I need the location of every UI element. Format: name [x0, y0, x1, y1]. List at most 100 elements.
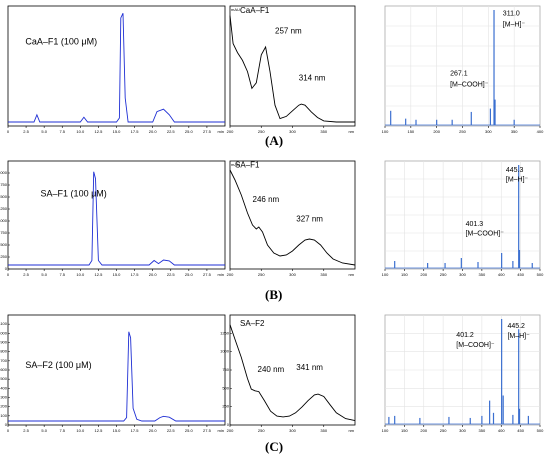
- C-hplc-x-tick-label: 12.5: [95, 428, 104, 433]
- B-uv-y-unit: mAU: [231, 162, 240, 167]
- A-hplc-x-tick-label: 7.5: [59, 129, 65, 134]
- C-ms-annotation: 401.2: [456, 332, 474, 339]
- B-uv-x-tick-label: 250: [258, 272, 265, 277]
- C-ms-x-tick-label: 450: [517, 428, 524, 433]
- C-hplc-x-tick-label: 5.0: [41, 428, 47, 433]
- C-uv-x-tick-label: 350: [320, 428, 327, 433]
- B-hplc-x-tick-label: 17.5: [131, 272, 140, 277]
- C-ms-x-tick-label: 100: [382, 428, 389, 433]
- C-ms-x-tick-label: 350: [479, 428, 486, 433]
- C-hplc-y-tick-label: 500: [0, 376, 7, 381]
- B-ms-x-tick-label: 200: [420, 272, 427, 277]
- B-ms-annotation: [M–H]⁻: [506, 177, 529, 184]
- B-hplc-x-tick-label: 20.0: [149, 272, 158, 277]
- C-ms-annotation: [M–H]⁻: [507, 333, 530, 340]
- B-ms-annotation: 445.3: [506, 167, 524, 174]
- C-hplc-y-tick-label: 0: [5, 422, 8, 427]
- C-hplc-series-line: [8, 331, 225, 422]
- C-hplc-x-tick-label: 7.5: [59, 428, 65, 433]
- A-uv-y-unit: mAU: [231, 7, 240, 12]
- A-uv-frame: [229, 5, 356, 127]
- C-hplc-x-unit: min: [218, 428, 224, 433]
- B-ms-x-tick-label: 500: [537, 272, 544, 277]
- A-ms-x-tick-label: 400: [537, 129, 544, 134]
- A-hplc-series-line: [8, 13, 225, 123]
- A-ms-x-tick-label: 200: [433, 129, 440, 134]
- C-hplc-x-tick-label: 17.5: [131, 428, 140, 433]
- C-uv-y-tick-label: 1000: [220, 349, 230, 354]
- B-ms-x-tick-label: 100: [382, 272, 389, 277]
- C-uv-x-unit: nm: [348, 428, 354, 433]
- B-hplc-y-tick-label: 1500: [0, 194, 8, 199]
- B-uv-x-tick-label: 300: [289, 272, 296, 277]
- C-hplc-x-tick-label: 2.5: [23, 428, 29, 433]
- C-ms-annotation: 445.2: [507, 323, 525, 330]
- B-hplc-x-tick-label: 10.0: [76, 272, 85, 277]
- C-hplc-y-tick-label: 1000: [0, 330, 8, 335]
- B-hplc-y-tick-label: 0: [5, 266, 8, 271]
- A-hplc-frame: [7, 5, 226, 127]
- A-hplc-x-unit: min: [218, 129, 224, 134]
- C-hplc-y-tick-label: 700: [0, 358, 7, 363]
- A-hplc-x-tick-label: 27.5: [203, 129, 212, 134]
- C-hplc-x-tick-label: 25.0: [185, 428, 194, 433]
- B-hplc-y-tick-label: 1750: [0, 182, 8, 187]
- C-hplc-y-tick-label: 400: [0, 385, 7, 390]
- C-hplc-y-tick-label: 800: [0, 349, 7, 354]
- A-ms-annotation: [M–COOH]⁻: [450, 81, 489, 88]
- B-ms-x-tick-label: 300: [459, 272, 466, 277]
- A-hplc-x-tick-label: 2.5: [23, 129, 29, 134]
- C-hplc-y-tick-label: 600: [0, 367, 7, 372]
- B-hplc-x-tick-label: 7.5: [59, 272, 65, 277]
- A-hplc-x-tick-label: 12.5: [95, 129, 104, 134]
- C-uv-y-tick-label: 1250: [220, 330, 230, 335]
- B-ms-x-tick-label: 400: [498, 272, 505, 277]
- B-hplc-x-unit: min: [218, 272, 224, 277]
- B-hplc-y-tick-label: 1250: [0, 206, 8, 211]
- B-hplc-x-tick-label: 5.0: [41, 272, 47, 277]
- C-hplc-y-tick-label: 900: [0, 340, 7, 345]
- panel-label-b: (B): [265, 287, 283, 302]
- C-ms-x-tick-label: 400: [498, 428, 505, 433]
- A-uv-annotation: 314 nm: [299, 73, 326, 82]
- C-hplc-x-tick-label: 10.0: [76, 428, 85, 433]
- B-uv-title: SA–F1: [235, 160, 260, 169]
- C-hplc-x-tick-label: 0: [7, 428, 10, 433]
- A-ms-annotation: [M–H]⁻: [503, 21, 526, 28]
- C-uv-series-line: [229, 324, 356, 422]
- B-hplc-x-tick-label: 12.5: [95, 272, 104, 277]
- C-uv-y-tick-label: 750: [222, 367, 229, 372]
- C-uv-frame: [229, 314, 356, 426]
- B-ms-annotation: 401.3: [466, 221, 484, 228]
- B-hplc-x-tick-label: 25.0: [185, 272, 194, 277]
- A-hplc-x-tick-label: 17.5: [131, 129, 140, 134]
- C-ms-x-tick-label: 250: [440, 428, 447, 433]
- C-uv-y-tick-label: 250: [222, 404, 229, 409]
- A-hplc-x-tick-label: 10.0: [76, 129, 85, 134]
- C-hplc-x-tick-label: 15.0: [113, 428, 122, 433]
- B-ms-annotation: [M–COOH]⁻: [466, 231, 505, 238]
- C-uv-title: SA–F2: [240, 319, 265, 328]
- C-uv-x-tick-label: 250: [258, 428, 265, 433]
- B-hplc-x-tick-label: 22.5: [167, 272, 176, 277]
- B-hplc-frame: [7, 160, 226, 270]
- panel-label-c: (C): [265, 439, 284, 454]
- B-hplc-y-tick-label: 1000: [0, 218, 8, 223]
- C-hplc-y-tick-label: 200: [0, 404, 7, 409]
- B-ms-x-tick-label: 350: [479, 272, 486, 277]
- B-uv-series-line: [229, 169, 356, 266]
- A-uv-x-unit: nm: [348, 129, 354, 134]
- A-hplc-x-tick-label: 22.5: [167, 129, 176, 134]
- B-ms-x-tick-label: 450: [517, 272, 524, 277]
- A-ms-annotation: 311.0: [503, 11, 520, 18]
- B-uv-annotation: 327 nm: [296, 214, 323, 223]
- C-uv-annotation: 240 nm: [258, 365, 285, 374]
- A-uv-annotation: 257 nm: [275, 27, 302, 36]
- A-ms-x-tick-label: 150: [407, 129, 414, 134]
- C-hplc-x-tick-label: 27.5: [203, 428, 212, 433]
- C-ms-x-tick-label: 300: [459, 428, 466, 433]
- B-hplc-x-tick-label: 0: [7, 272, 10, 277]
- A-uv-x-tick-label: 300: [289, 129, 296, 134]
- A-hplc-x-tick-label: 0: [7, 129, 10, 134]
